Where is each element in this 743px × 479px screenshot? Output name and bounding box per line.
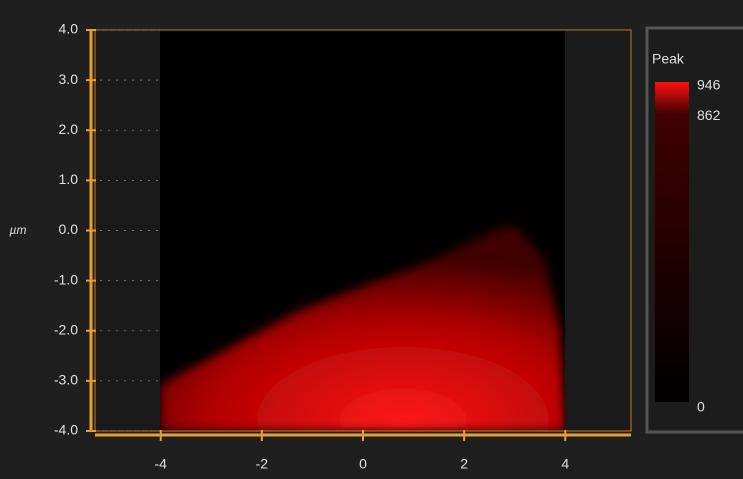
colorbar-tick-label: 0	[697, 399, 705, 415]
y-tick-label: 4.0	[59, 21, 79, 37]
x-tick-label: 2	[460, 456, 468, 472]
x-tick-label: 0	[359, 456, 367, 472]
y-tick-label: -1.0	[54, 271, 78, 287]
colorbar-tick-label: 946	[697, 77, 721, 93]
y-axis-label: µm	[10, 223, 27, 237]
colorbar-gradient	[655, 82, 689, 402]
colorbar-tick-label: 862	[697, 107, 721, 123]
y-tick-label: 2.0	[59, 121, 79, 137]
x-tick-label: 4	[561, 456, 569, 472]
y-tick-label: 1.0	[59, 171, 79, 187]
y-tick-label: -4.0	[54, 422, 78, 438]
x-tick-label: -2	[256, 456, 269, 472]
viewer: µm Peak 4.0 3.0 2.0 1.0 0.0 -1.0 -2.0 -3.0 -4.0 -…	[0, 0, 743, 479]
y-tick-label: 0.0	[59, 221, 79, 237]
y-tick-label: -3.0	[54, 372, 78, 388]
colorbar-title: Peak	[652, 51, 685, 67]
x-tick-label: -4	[155, 456, 168, 472]
y-tick-label: 3.0	[59, 71, 79, 87]
y-tick-label: -2.0	[54, 321, 78, 337]
